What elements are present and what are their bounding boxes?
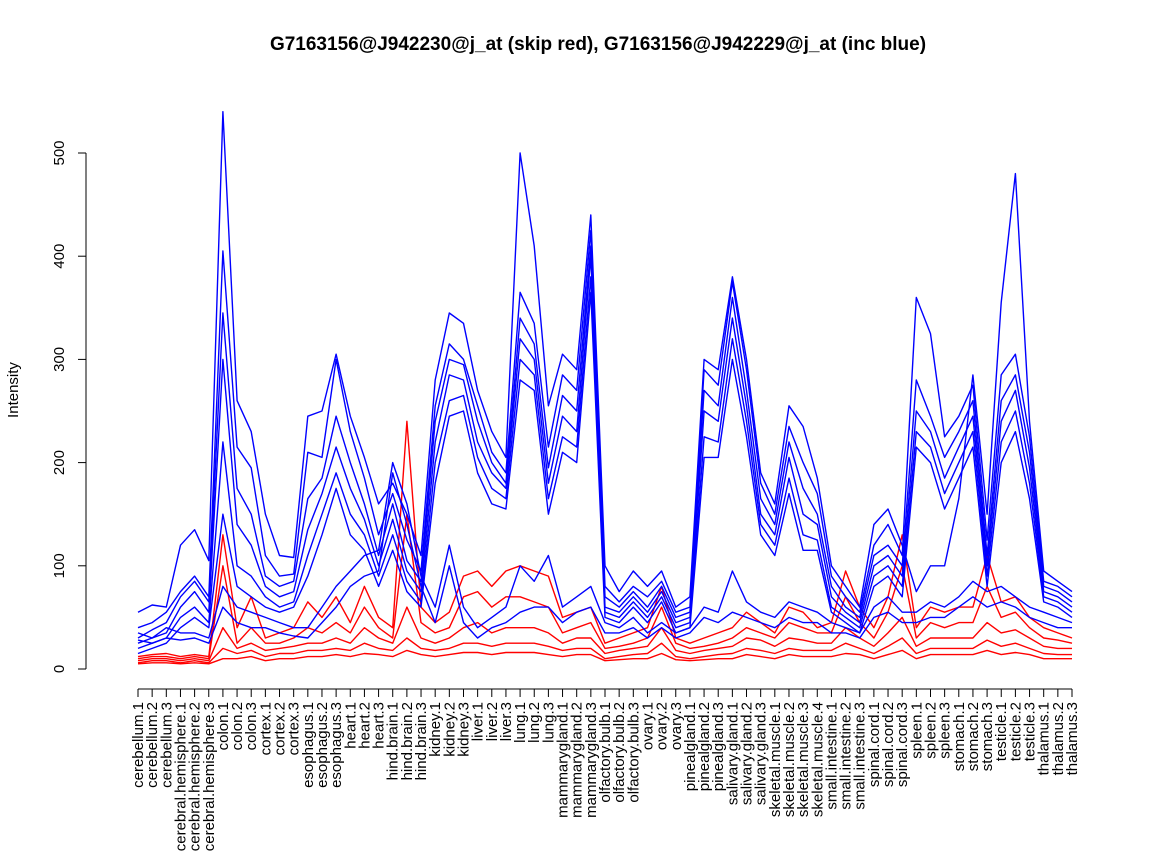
x-tick-label: skeletal.muscle.4 <box>809 702 826 817</box>
x-tick-label: skeletal.muscle.2 <box>781 702 798 817</box>
series-line-inc-blue-6 <box>137 291 1073 655</box>
y-tick-label: 200 <box>51 450 68 475</box>
y-axis-label: Intensity <box>5 362 22 418</box>
x-tick-label: pinealgland.1 <box>682 702 699 791</box>
x-tick-label: spleen.1 <box>908 702 925 759</box>
x-tick-label: heart.1 <box>342 702 359 749</box>
x-tick-label: salivary.gland.3 <box>753 702 770 805</box>
x-tick-label: kidney.2 <box>441 702 458 757</box>
x-tick-label: ovary.3 <box>668 702 685 750</box>
x-tick-label: cerebellum.2 <box>144 702 161 788</box>
series-line-inc-blue-8 <box>137 472 1072 644</box>
series-layer <box>137 110 1073 665</box>
x-tick-label: hind.brain.3 <box>413 702 430 780</box>
x-tick-label: thalamus.3 <box>1064 702 1081 775</box>
x-tick-label: cerebral.hemisphere.2 <box>187 702 204 851</box>
x-tick-label: testicle.1 <box>993 702 1010 761</box>
x-tick-label: ovary.2 <box>654 702 671 750</box>
axes-layer: 0 100 200 300 400 500 cerebellum.1cerebellum.2… <box>51 140 1081 851</box>
series-line-skip-red-5 <box>137 649 1072 665</box>
x-tick-label: pinealgland.2 <box>696 702 713 791</box>
x-tick-label: small.intestine.3 <box>852 702 869 810</box>
x-tick-label: liver.2 <box>484 702 501 741</box>
x-tick-label: testicle.2 <box>1007 702 1024 761</box>
x-tick-label: mammarygland.1 <box>555 702 572 818</box>
x-tick-label: olfactory.bulb.1 <box>597 702 614 803</box>
x-tick-label: olfactory.bulb.2 <box>611 702 628 803</box>
x-tick-label: cerebral.hemisphere.3 <box>201 702 218 851</box>
x-tick-label: ovary.1 <box>639 702 656 750</box>
x-tick-label: small.intestine.1 <box>823 702 840 810</box>
x-tick-label: hind.brain.1 <box>385 702 402 780</box>
x-tick-label: spleen.3 <box>937 702 954 759</box>
y-tick-label: 400 <box>51 244 68 269</box>
x-tick-label: testicle.3 <box>1022 702 1039 761</box>
x-tick-label: liver.3 <box>498 702 515 741</box>
x-tick-label: stomach.2 <box>965 702 982 771</box>
x-tick-label: colon.3 <box>243 702 260 750</box>
x-tick-label: cortex.2 <box>272 702 289 755</box>
x-tick-label: thalamus.2 <box>1050 702 1067 775</box>
x-tick-label: stomach.1 <box>951 702 968 771</box>
x-tick-label: thalamus.1 <box>1036 702 1053 775</box>
x-tick-label: skeletal.muscle.1 <box>767 702 784 817</box>
x-tick-label: small.intestine.2 <box>838 702 855 810</box>
x-tick-label: colon.1 <box>215 702 232 750</box>
x-tick-label: stomach.3 <box>979 702 996 771</box>
series-line-inc-blue-1 <box>137 110 1073 613</box>
x-tick-label: mammarygland.3 <box>583 702 600 818</box>
y-tick-label: 500 <box>51 140 68 165</box>
x-tick-label: heart.2 <box>356 702 373 749</box>
x-tick-label: liver.1 <box>470 702 487 741</box>
series-line-skip-red-4 <box>137 637 1072 664</box>
y-tick-label: 300 <box>51 347 68 372</box>
x-tick-label: spleen.2 <box>922 702 939 759</box>
series-line-skip-red-3 <box>137 606 1072 662</box>
series-line-inc-blue-2 <box>137 229 1073 629</box>
y-tick-label: 0 <box>51 665 68 673</box>
x-tick-label: salivary.gland.1 <box>724 702 741 805</box>
x-tick-label: salivary.gland.2 <box>739 702 756 805</box>
x-tick-label: spinal.cord.3 <box>894 702 911 787</box>
y-tick-label: 100 <box>51 553 68 578</box>
x-tick-label: pinealgland.3 <box>710 702 727 791</box>
x-tick-label: kidney.3 <box>455 702 472 757</box>
x-tick-label: heart.3 <box>371 702 388 749</box>
x-tick-label: colon.2 <box>229 702 246 750</box>
x-tick-label: esophagus.1 <box>300 702 317 788</box>
x-tick-label: spinal.cord.2 <box>880 702 897 787</box>
chart-title: G7163156@J942230@j_at (skip red), G71631… <box>270 34 926 55</box>
x-tick-label: cerebellum.1 <box>130 702 147 788</box>
series-line-inc-blue-7 <box>137 461 1073 639</box>
x-tick-label: lung.3 <box>540 702 557 743</box>
x-tick-label: olfactory.bulb.3 <box>625 702 642 803</box>
x-tick-label: lung.1 <box>512 702 529 743</box>
x-tick-label: cerebral.hemisphere.1 <box>172 702 189 851</box>
x-tick-label: esophagus.3 <box>328 702 345 788</box>
x-tick-label: esophagus.2 <box>314 702 331 788</box>
x-tick-label: cortex.1 <box>257 702 274 755</box>
x-tick-label: kidney.1 <box>427 702 444 757</box>
x-tick-label: lung.2 <box>526 702 543 743</box>
x-tick-label: spinal.cord.1 <box>866 702 883 787</box>
series-line-skip-red-2 <box>137 513 1073 660</box>
x-tick-label: cerebellum.3 <box>158 702 175 788</box>
x-tick-label: mammarygland.2 <box>569 702 586 818</box>
x-tick-label: cortex.3 <box>286 702 303 755</box>
x-tick-label: hind.brain.2 <box>399 702 416 780</box>
x-tick-label: skeletal.muscle.3 <box>795 702 812 817</box>
